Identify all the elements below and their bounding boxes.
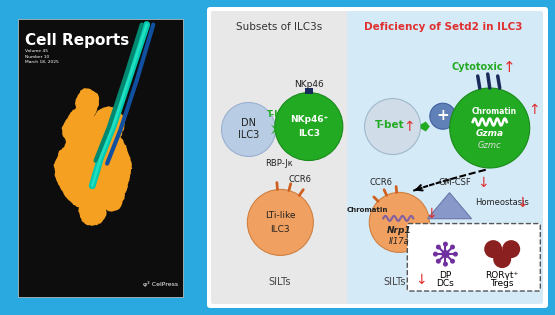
FancyBboxPatch shape: [18, 19, 183, 297]
Text: Volume 45
Number 10
March 18, 2025: Volume 45 Number 10 March 18, 2025: [25, 49, 59, 64]
Polygon shape: [54, 126, 132, 211]
Polygon shape: [75, 88, 99, 117]
Text: Homeostasis: Homeostasis: [476, 198, 529, 207]
Circle shape: [443, 262, 448, 266]
Text: ILC3: ILC3: [270, 225, 290, 234]
Text: Deficiency of Setd2 in ILC3: Deficiency of Setd2 in ILC3: [364, 22, 522, 32]
Text: DN: DN: [241, 118, 256, 129]
Text: Cytotoxic: Cytotoxic: [452, 62, 503, 72]
Circle shape: [436, 259, 441, 264]
Text: Il17a: Il17a: [389, 237, 410, 246]
Text: DP: DP: [440, 271, 452, 279]
Text: LTi-like: LTi-like: [265, 211, 296, 220]
Circle shape: [248, 189, 314, 255]
Text: ↑: ↑: [528, 103, 539, 117]
FancyBboxPatch shape: [211, 11, 351, 304]
Text: ILC3: ILC3: [298, 129, 320, 138]
Text: RBP-Jκ: RBP-Jκ: [265, 159, 292, 169]
Polygon shape: [427, 193, 472, 219]
Polygon shape: [62, 107, 99, 152]
Circle shape: [365, 99, 421, 155]
Circle shape: [450, 244, 455, 249]
Text: Gzma: Gzma: [476, 129, 504, 139]
Text: ↓: ↓: [416, 273, 427, 287]
Circle shape: [493, 250, 511, 268]
FancyBboxPatch shape: [207, 7, 548, 308]
Polygon shape: [54, 159, 87, 189]
Polygon shape: [92, 106, 125, 144]
Text: ↑: ↑: [503, 60, 516, 75]
Text: Nrp1: Nrp1: [387, 226, 412, 235]
Text: CCR6: CCR6: [289, 175, 312, 184]
FancyBboxPatch shape: [305, 88, 313, 94]
Text: DCs: DCs: [437, 279, 455, 289]
Text: +: +: [436, 108, 449, 123]
Text: Cell Reports: Cell Reports: [25, 33, 129, 48]
Circle shape: [502, 240, 520, 258]
Text: GM-CSF: GM-CSF: [438, 178, 471, 187]
Text: Gzmc: Gzmc: [478, 141, 502, 151]
Polygon shape: [96, 176, 125, 212]
Circle shape: [453, 252, 458, 257]
Text: T-bet: T-bet: [266, 111, 291, 119]
Polygon shape: [421, 122, 430, 132]
Text: NKp46: NKp46: [294, 79, 324, 89]
Text: φ² CelPress: φ² CelPress: [143, 281, 178, 287]
Text: SILTs: SILTs: [383, 277, 406, 287]
Circle shape: [433, 252, 438, 257]
Circle shape: [441, 250, 450, 258]
Circle shape: [275, 93, 343, 161]
Circle shape: [221, 102, 275, 157]
Circle shape: [430, 103, 456, 129]
Text: Subsets of ILC3s: Subsets of ILC3s: [236, 22, 322, 32]
Text: RORγt⁺: RORγt⁺: [486, 271, 519, 279]
Text: T-bet: T-bet: [375, 119, 405, 129]
Circle shape: [369, 192, 429, 252]
Text: NKp46⁺: NKp46⁺: [290, 115, 328, 124]
Circle shape: [484, 240, 502, 258]
Text: ↑: ↑: [403, 119, 415, 134]
Text: ↓: ↓: [516, 196, 527, 210]
Circle shape: [450, 259, 455, 264]
Text: ILC3: ILC3: [238, 130, 259, 140]
Text: Chromatin: Chromatin: [471, 107, 516, 117]
Text: ↓: ↓: [477, 175, 488, 190]
Circle shape: [450, 88, 529, 168]
Circle shape: [443, 242, 448, 247]
Text: ↓: ↓: [426, 207, 437, 221]
Circle shape: [436, 244, 441, 249]
Text: Tregs: Tregs: [491, 279, 514, 289]
FancyBboxPatch shape: [407, 224, 541, 291]
Polygon shape: [78, 196, 107, 226]
Polygon shape: [271, 124, 275, 135]
FancyBboxPatch shape: [347, 11, 543, 304]
Text: SILTs: SILTs: [268, 277, 291, 287]
Text: CCR6: CCR6: [370, 178, 393, 187]
Text: Chromatin: Chromatin: [346, 207, 388, 213]
